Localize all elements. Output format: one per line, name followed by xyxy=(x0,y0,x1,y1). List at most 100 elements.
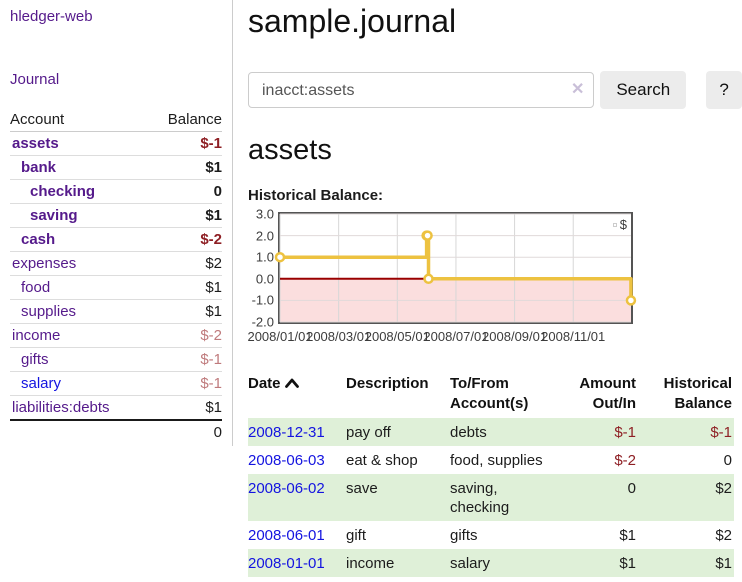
register-header-accounts: To/From Account(s) xyxy=(450,375,529,412)
historical-balance-chart: $ 3.0 2.0 1.0 0.0 -1.0 -2.0 2008/01/01 2008/03/… xyxy=(247,206,742,348)
account-row: gifts $-1 xyxy=(10,347,222,372)
y-axis-tick-label: 1.0 xyxy=(255,249,274,265)
transaction-description: income xyxy=(346,549,450,577)
transaction-accounts: gifts xyxy=(450,526,478,544)
sidebar-account-link[interactable]: checking xyxy=(30,183,96,200)
chart-plot-area: $ xyxy=(274,212,637,324)
x-axis-tick-label: 2008/03/01 xyxy=(306,329,372,344)
transaction-balance: $-1 xyxy=(638,418,734,446)
search-form: ✕ Search ? xyxy=(248,71,742,109)
accounts-total-value: 0 xyxy=(141,419,222,444)
transaction-balance: $1 xyxy=(638,549,734,577)
app-title-link[interactable]: hledger-web xyxy=(10,8,93,25)
account-heading: assets xyxy=(248,134,332,166)
account-balance: $1 xyxy=(141,275,222,300)
data-point-marker xyxy=(625,295,637,306)
sidebar-account-link[interactable]: saving xyxy=(30,207,78,224)
transaction-date-cell: 2008-12-31 xyxy=(248,418,346,446)
account-balance: $1 xyxy=(141,299,222,324)
x-axis-tick-label: 2008/01/01 xyxy=(247,329,313,344)
search-button[interactable]: Search xyxy=(600,71,687,109)
transaction-date-link[interactable]: 2008-12-31 xyxy=(248,423,325,441)
transaction-accounts: debts xyxy=(450,418,562,446)
account-balance: $-1 xyxy=(141,371,222,396)
sidebar-account-link[interactable]: supplies xyxy=(21,303,77,320)
transaction-amount: $1 xyxy=(619,526,636,544)
account-row: bank $1 xyxy=(10,155,222,180)
search-input[interactable] xyxy=(260,74,584,108)
x-axis-tick-label: 2008/07/01 xyxy=(423,329,489,344)
y-axis-tick-label: 3.0 xyxy=(255,206,274,222)
transaction-date-link[interactable]: 2008-06-01 xyxy=(248,526,325,544)
account-balance: $1 xyxy=(141,155,222,180)
transaction-amount: $1 xyxy=(562,549,638,577)
register-header-date[interactable]: Date xyxy=(248,370,346,418)
accounts-balance-table: Account Balance assets $-1 bank $1 checking 0… xyxy=(10,108,222,444)
accounts-header-account: Account xyxy=(10,108,142,132)
y-axis-tick-label: -1.0 xyxy=(251,292,274,308)
account-row: checking 0 xyxy=(10,179,222,204)
account-row: saving $1 xyxy=(10,203,222,228)
help-button[interactable]: ? xyxy=(706,71,742,109)
sidebar-account-link[interactable]: expenses xyxy=(12,255,77,272)
accounts-total-row: 0 xyxy=(10,419,222,444)
sidebar-account-link[interactable]: food xyxy=(21,279,51,296)
transaction-date-link[interactable]: 2008-06-03 xyxy=(248,451,325,469)
transaction-description: save xyxy=(346,474,450,521)
account-balance: $1 xyxy=(141,395,222,421)
register-row: 2008-06-01 gift gifts $1 $2 xyxy=(248,521,734,549)
account-row: supplies $1 xyxy=(10,299,222,324)
register-header-amount: Amount Out/In xyxy=(579,375,636,412)
sidebar-account-link[interactable]: income xyxy=(12,327,61,344)
transaction-amount: $-2 xyxy=(614,451,636,469)
x-axis-tick-label: 2008/11/01 xyxy=(541,329,606,344)
transaction-description: eat & shop xyxy=(346,451,418,469)
sort-ascending-icon xyxy=(284,378,299,388)
x-axis-tick-label: 2008/09/01 xyxy=(482,329,548,344)
data-point-marker xyxy=(422,230,433,241)
sidebar: hledger-web Journal Account Balance asse… xyxy=(0,0,233,446)
sidebar-account-link[interactable]: liabilities:debts xyxy=(12,399,110,416)
transaction-amount: 0 xyxy=(562,474,638,521)
transaction-amount: $-1 xyxy=(562,418,638,446)
clear-search-icon[interactable]: ✕ xyxy=(570,81,585,98)
account-balance: $2 xyxy=(141,251,222,276)
account-balance: $-1 xyxy=(141,131,222,156)
transaction-date-link[interactable]: 2008-06-02 xyxy=(248,479,325,497)
chart-svg xyxy=(274,213,637,323)
page-title: sample.journal xyxy=(248,3,457,39)
account-row: liabilities:debts $1 xyxy=(10,395,222,421)
transaction-balance: $2 xyxy=(715,526,732,544)
transaction-date-cell: 2008-06-01 xyxy=(248,521,346,549)
account-balance: $1 xyxy=(141,203,222,228)
legend-swatch xyxy=(612,222,617,227)
accounts-header-balance: Balance xyxy=(141,108,222,132)
account-row: salary $-1 xyxy=(10,371,222,396)
y-axis-tick-label: -2.0 xyxy=(251,314,274,330)
sidebar-account-link[interactable]: gifts xyxy=(21,351,49,368)
account-row: cash $-2 xyxy=(10,227,222,252)
register-row: 2008-06-02 save saving, checking 0 $2 xyxy=(248,474,734,521)
register-table: Date Description To/From Account(s) Amou… xyxy=(248,370,734,577)
register-row: 2008-12-31 pay off debts $-1 $-1 xyxy=(248,418,734,446)
main-content: sample.journal ✕ Search ? assets Histori… xyxy=(247,0,742,577)
transaction-accounts: saving, checking xyxy=(450,474,562,521)
transaction-balance: $2 xyxy=(638,474,734,521)
register-row: 2008-01-01 income salary $1 $1 xyxy=(248,549,734,577)
data-point-marker xyxy=(423,273,434,285)
y-axis-tick-label: 2.0 xyxy=(255,228,274,244)
sidebar-account-link[interactable]: assets xyxy=(12,135,59,152)
transaction-date-link[interactable]: 2008-01-01 xyxy=(248,554,325,572)
y-axis-tick-label: 0.0 xyxy=(255,271,274,287)
register-header-description: Description xyxy=(346,375,429,392)
account-balance: $-2 xyxy=(141,323,222,348)
sidebar-account-link[interactable]: salary xyxy=(21,375,62,392)
sidebar-account-link[interactable]: bank xyxy=(21,159,57,176)
register-header-balance: Historical Balance xyxy=(663,375,732,412)
transaction-date-cell: 2008-06-02 xyxy=(248,474,346,521)
sidebar-account-link[interactable]: cash xyxy=(21,231,56,248)
sidebar-item-journal[interactable]: Journal xyxy=(10,71,60,88)
chart-legend: $ xyxy=(612,217,627,232)
data-point-marker xyxy=(274,251,286,263)
transaction-date-cell: 2008-06-03 xyxy=(248,446,346,474)
